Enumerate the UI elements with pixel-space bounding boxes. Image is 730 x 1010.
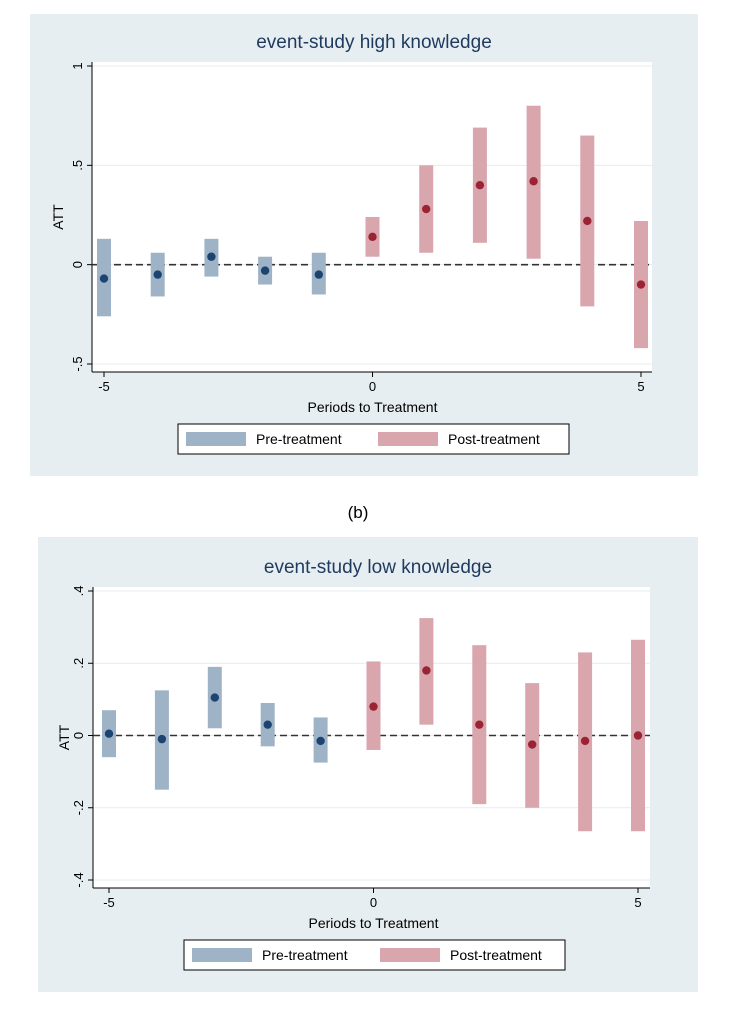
y-tick-label: .4 [71, 586, 86, 597]
pre-point-estimate [263, 720, 272, 729]
chart-title: event-study low knowledge [264, 557, 492, 578]
pre-point-estimate [153, 270, 162, 279]
pre-point-estimate [316, 736, 325, 746]
post-point-estimate [633, 731, 643, 740]
pre-point-estimate [207, 252, 216, 261]
post-point-estimate [580, 736, 590, 746]
y-tick-label: 0 [70, 261, 85, 268]
y-tick-label: 1 [70, 62, 85, 69]
legend-label-pre: Pre-treatment [256, 431, 342, 447]
x-axis-title: Periods to Treatment [308, 399, 438, 415]
y-axis-title: ATT [50, 204, 66, 230]
post-point-estimate [368, 232, 377, 242]
legend-swatch-pre [186, 432, 246, 446]
pre-point-estimate [260, 266, 270, 275]
chart-title: event-study high knowledge [256, 32, 492, 53]
y-tick-label: -.5 [70, 356, 85, 371]
y-tick-label: -.4 [71, 872, 86, 887]
pre-point-estimate [210, 693, 219, 702]
x-axis-title: Periods to Treatment [309, 915, 439, 931]
chart-low-knowledge: -.4 -.2 0 .2 .4 -5 0 5 event-study low knowledge… [38, 537, 698, 992]
legend-label-pre: Pre-treatment [262, 947, 348, 963]
legend-swatch-pre [192, 948, 252, 962]
post-point-estimate [422, 666, 431, 675]
post-point-estimate [529, 177, 538, 186]
post-point-estimate [528, 740, 537, 749]
y-tick-label: -.2 [71, 800, 86, 815]
post-point-estimate [583, 216, 592, 226]
x-tick-label: 5 [637, 379, 644, 394]
post-point-estimate [369, 702, 378, 711]
x-tick-label: 0 [370, 895, 377, 910]
y-axis-title: ATT [56, 724, 72, 750]
legend-swatch-post [380, 948, 440, 962]
x-tick-label: 0 [369, 379, 376, 394]
x-tick-label: -5 [103, 895, 115, 910]
panel-label: (b) [348, 503, 369, 522]
legend-label-post: Post-treatment [450, 947, 542, 963]
post-point-estimate [422, 204, 431, 214]
legend-swatch-post [378, 432, 438, 446]
pre-point-estimate [99, 274, 109, 283]
pre-point-estimate [314, 270, 323, 279]
x-tick-label: -5 [98, 379, 110, 394]
post-point-estimate [475, 720, 484, 729]
post-point-estimate [636, 280, 646, 289]
chart-high-knowledge: -.5 0 .5 1 -5 0 5 event-study high knowledge Per… [30, 14, 698, 476]
post-point-estimate [475, 181, 485, 190]
pre-point-estimate [157, 734, 167, 744]
pre-point-estimate [104, 729, 114, 738]
y-tick-label: .2 [71, 658, 86, 669]
y-tick-label: 0 [71, 732, 86, 739]
y-tick-label: .5 [70, 160, 85, 171]
x-tick-label: 5 [634, 895, 641, 910]
legend-label-post: Post-treatment [448, 431, 540, 447]
